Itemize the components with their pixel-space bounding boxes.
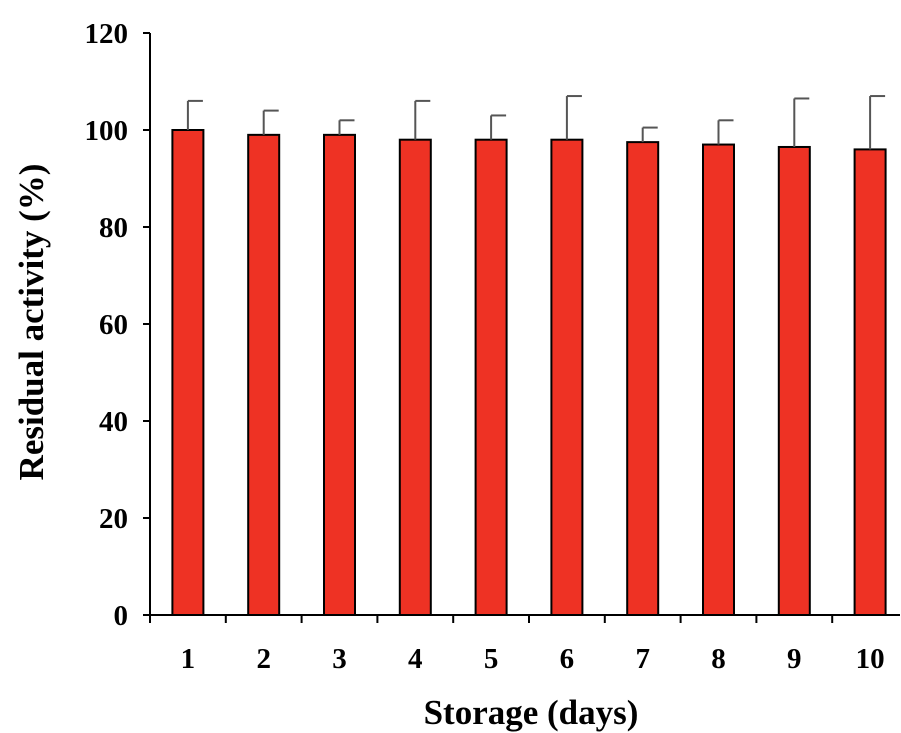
x-axis-title: Storage (days) [424, 693, 639, 732]
error-bars-layer [186, 95, 886, 150]
bar-day-4 [398, 138, 432, 616]
y-axis-title: Residual activity (%) [12, 164, 51, 481]
bar-day-7 [626, 141, 660, 616]
y-tick-label: 80 [99, 212, 128, 244]
bar-day-2 [247, 133, 281, 616]
bar-day-1 [171, 129, 205, 616]
y-ticks: 0 20 40 60 80 100 120 [85, 18, 150, 632]
x-tick-label: 8 [711, 643, 726, 675]
x-tick-label: 1 [181, 643, 196, 675]
x-tick-label: 7 [635, 643, 650, 675]
x-tick-label: 10 [856, 643, 885, 675]
y-tick-label: 100 [85, 115, 129, 147]
bar-day-9 [777, 145, 811, 616]
x-tick-label: 4 [408, 643, 423, 675]
bar-day-6 [550, 138, 584, 616]
bar-day-3 [323, 133, 356, 616]
bars-layer [171, 129, 887, 617]
x-tick-label: 3 [332, 643, 347, 675]
bar-day-10 [853, 148, 887, 616]
x-tick-label: 9 [787, 643, 802, 675]
y-tick-label: 60 [99, 309, 128, 341]
y-tick-label: 0 [114, 600, 129, 632]
x-tick-label: 2 [256, 643, 271, 675]
x-tick-label: 6 [560, 643, 575, 675]
y-tick-label: 40 [99, 406, 128, 438]
y-tick-label: 120 [85, 18, 129, 50]
bar-day-5 [474, 138, 508, 616]
y-tick-label: 20 [99, 503, 128, 535]
x-tick-label: 5 [484, 643, 499, 675]
bar-day-8 [702, 143, 735, 617]
x-ticks: 1 2 3 4 5 6 7 8 9 10 [149, 615, 885, 675]
